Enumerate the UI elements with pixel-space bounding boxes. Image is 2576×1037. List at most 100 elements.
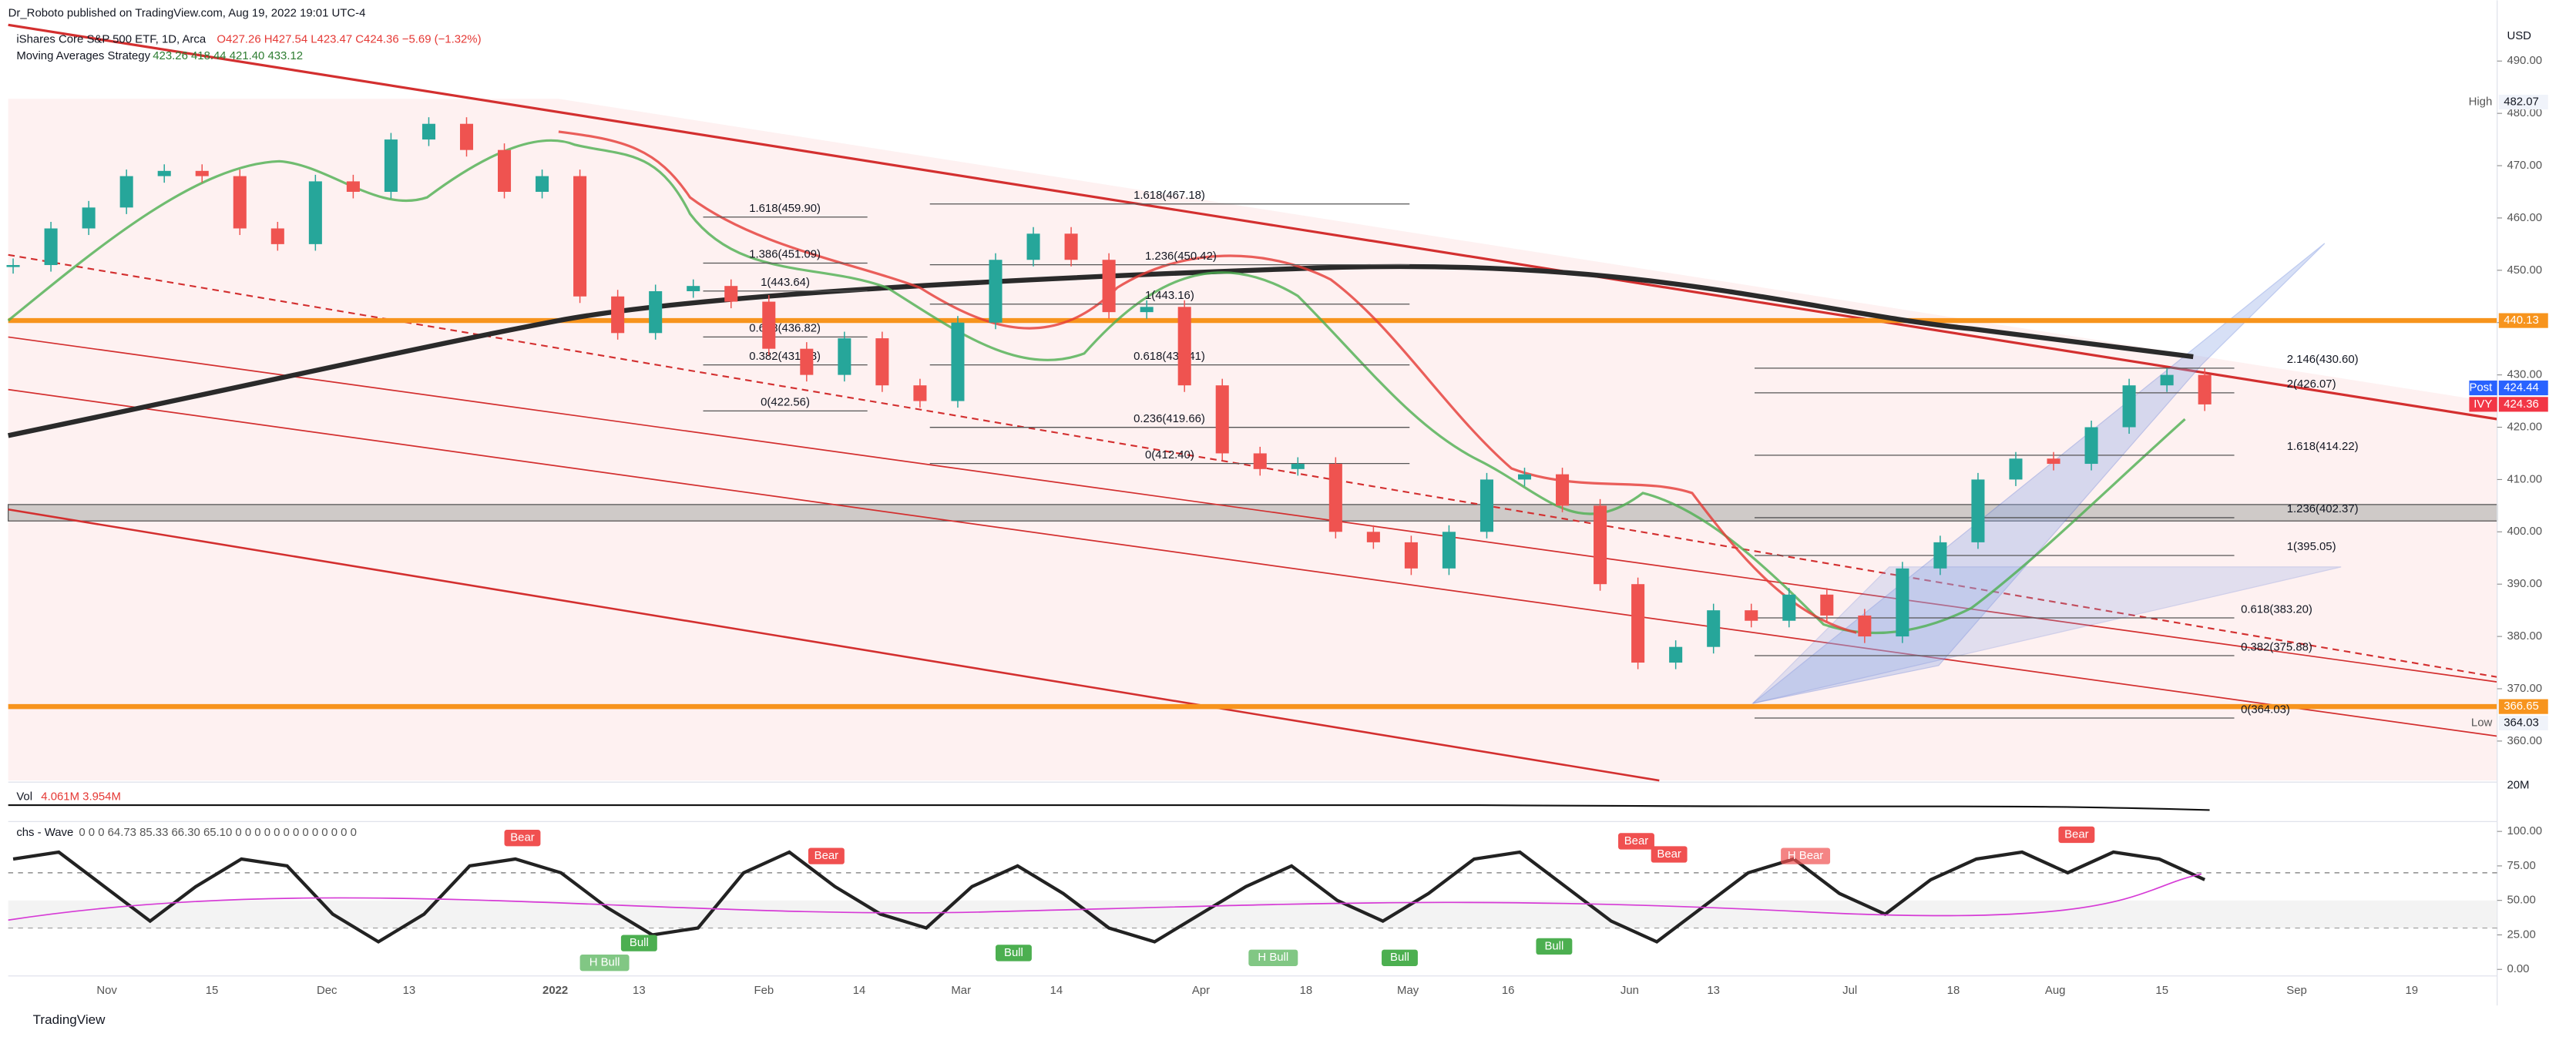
candle (6, 265, 20, 267)
candle (989, 260, 1003, 323)
signal-bg (620, 935, 657, 951)
oscillator-label: chs - Wave (16, 826, 73, 839)
price-tick-label: 480.00 (2507, 106, 2542, 119)
oscillator-line (12, 850, 2206, 944)
signal-bg (1651, 846, 1688, 863)
fib-label: 2.146(430.60) (2287, 353, 2359, 366)
price-tag-bg (2498, 380, 2548, 396)
candle (800, 348, 814, 375)
fib-label: 0.236(419.66) (1134, 412, 1205, 425)
osc-tick-label: 75.00 (2507, 859, 2535, 872)
ohlc: O427.26 H427.54 L423.47 C424.36 −5.69 (−… (217, 32, 481, 45)
candle (2122, 385, 2136, 428)
support-zone (8, 504, 2498, 522)
date-label: May (1397, 984, 1419, 997)
signal-label: Bull (1544, 939, 1563, 952)
candle (1707, 610, 1721, 647)
strategy: Moving Averages Strategy (16, 49, 150, 62)
fib-label: 0(412.40) (1145, 448, 1194, 461)
candle (44, 228, 58, 266)
fib-label: 0(422.56) (761, 396, 810, 409)
footer: TradingView (33, 1012, 106, 1027)
fib-label: 0(364.03) (2241, 703, 2290, 716)
price-tag-name: Low (2471, 716, 2493, 729)
candle (498, 149, 512, 192)
candle (1366, 532, 1380, 542)
signal-bg (1618, 833, 1654, 850)
signal-bg (1781, 847, 1831, 864)
price-tick-label: 460.00 (2507, 211, 2542, 224)
date-label: Mar (951, 984, 971, 997)
channel-line (8, 508, 1660, 782)
candle (1140, 307, 1154, 313)
channel-line (8, 336, 2497, 683)
candle (1782, 594, 1796, 621)
channel-fill (8, 99, 2497, 781)
candle (1556, 474, 1570, 506)
candle (1479, 479, 1494, 532)
ma-200 (8, 263, 2194, 438)
candle (2009, 458, 2023, 480)
date-label: Aug (2045, 984, 2066, 997)
date-label: 16 (1502, 984, 1515, 997)
candle (82, 207, 96, 229)
candle (2047, 458, 2060, 465)
candle (1933, 542, 1947, 569)
signal-label: H Bear (1788, 849, 1823, 862)
symbol: iShares Core S&P 500 ETF, 1D, Arca (16, 32, 207, 45)
date-label: 2022 (542, 984, 568, 997)
price-tag-name: Post (2469, 381, 2493, 394)
strategy-values: 423.26 418.44 421.40 433.12 (153, 49, 303, 62)
candle (1177, 307, 1191, 386)
fib-label: 0.618(383.20) (2241, 602, 2312, 616)
publisher: Dr_Roboto published on TradingView.com, … (8, 6, 366, 19)
candle (762, 301, 776, 349)
volume-label: Vol (16, 790, 32, 803)
date-label: 14 (1050, 984, 1063, 997)
date-label: 15 (206, 984, 219, 997)
candle (384, 139, 398, 192)
candle (1102, 260, 1116, 313)
signal-bg (2058, 826, 2095, 844)
date-label: 13 (1707, 984, 1720, 997)
fib-label: 1.618(414.22) (2287, 440, 2359, 453)
candle (913, 385, 927, 401)
osc-tick-label: 50.00 (2507, 894, 2535, 907)
price-tag: 364.03 (2504, 716, 2539, 729)
candle (1971, 479, 1985, 542)
fib-label: 1(395.05) (2287, 540, 2336, 553)
ma-slow (558, 130, 1857, 634)
fib-label: 1.386(451.09) (749, 248, 821, 261)
date-label: Jun (1620, 984, 1639, 997)
price-tick-label: 390.00 (2507, 577, 2542, 590)
price-tag-bg (2498, 397, 2548, 412)
candle (233, 176, 247, 229)
candle (1442, 532, 1456, 569)
oscillator-values: 0 0 0 64.73 85.33 66.30 65.10 0 0 0 0 0 … (79, 826, 357, 839)
price-tag: 424.44 (2504, 381, 2539, 394)
candle (951, 322, 965, 401)
candle (1669, 646, 1683, 663)
date-label: 18 (1947, 984, 1960, 997)
fib-label: 1.236(402.37) (2287, 502, 2359, 515)
candle (1291, 464, 1305, 469)
signal-bg (1248, 949, 1298, 966)
candle (346, 181, 360, 192)
candle (1745, 610, 1758, 621)
candle (1253, 453, 1267, 469)
fib-label: 1.618(467.18) (1134, 189, 1205, 202)
fib-label: 1.618(459.90) (749, 202, 821, 215)
currency: USD (2507, 29, 2531, 42)
price-tick-label: 410.00 (2507, 472, 2542, 485)
candle (1328, 464, 1342, 532)
signal-bg (996, 945, 1032, 961)
candle (2198, 374, 2212, 404)
date-label: 13 (633, 984, 646, 997)
price-tag-bg (2498, 715, 2548, 731)
candle (1631, 584, 1645, 663)
candle (611, 296, 625, 334)
osc-tick-label: 100.00 (2507, 824, 2542, 837)
candle (421, 123, 435, 140)
date-label: 19 (2406, 984, 2419, 997)
